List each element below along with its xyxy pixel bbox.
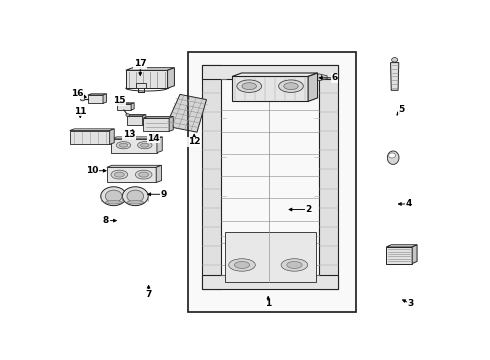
Bar — [189, 51, 356, 312]
Ellipse shape — [114, 172, 124, 177]
Polygon shape — [103, 94, 106, 103]
Polygon shape — [412, 245, 417, 264]
Text: 1: 1 — [265, 299, 271, 308]
Ellipse shape — [116, 141, 131, 149]
Ellipse shape — [234, 261, 249, 269]
Bar — [224, 232, 316, 282]
Polygon shape — [126, 68, 174, 70]
Circle shape — [80, 98, 85, 101]
Ellipse shape — [284, 83, 298, 90]
Circle shape — [268, 74, 276, 81]
Polygon shape — [117, 103, 134, 104]
Polygon shape — [391, 63, 399, 90]
Circle shape — [101, 187, 126, 206]
Polygon shape — [169, 117, 173, 131]
Polygon shape — [321, 75, 327, 80]
Polygon shape — [117, 104, 131, 110]
Text: 8: 8 — [103, 216, 109, 225]
Text: 3: 3 — [408, 299, 414, 308]
Text: 5: 5 — [398, 105, 404, 114]
Text: 2: 2 — [305, 205, 311, 214]
Polygon shape — [70, 131, 110, 144]
Ellipse shape — [120, 143, 128, 147]
Circle shape — [305, 75, 312, 80]
Polygon shape — [88, 94, 106, 95]
Ellipse shape — [242, 83, 256, 90]
Text: 12: 12 — [188, 137, 200, 146]
Text: 11: 11 — [74, 107, 87, 116]
Ellipse shape — [139, 172, 148, 177]
Text: 14: 14 — [147, 134, 160, 143]
Polygon shape — [168, 68, 174, 88]
Polygon shape — [126, 114, 146, 116]
Text: 10: 10 — [86, 166, 98, 175]
Circle shape — [314, 74, 323, 81]
Polygon shape — [202, 66, 220, 288]
Polygon shape — [143, 117, 173, 118]
Text: 16: 16 — [71, 89, 83, 98]
Polygon shape — [110, 129, 114, 144]
Polygon shape — [388, 151, 399, 165]
Polygon shape — [386, 247, 412, 264]
Ellipse shape — [279, 80, 303, 93]
Polygon shape — [126, 116, 143, 125]
Polygon shape — [126, 70, 168, 88]
Polygon shape — [107, 167, 156, 183]
Polygon shape — [157, 137, 162, 153]
Ellipse shape — [138, 141, 152, 149]
Ellipse shape — [237, 80, 262, 93]
Polygon shape — [111, 139, 157, 153]
Ellipse shape — [141, 143, 149, 147]
Circle shape — [122, 187, 148, 206]
Polygon shape — [156, 165, 162, 183]
Ellipse shape — [105, 201, 122, 204]
Text: 6: 6 — [332, 73, 338, 82]
Polygon shape — [202, 66, 339, 79]
Ellipse shape — [127, 201, 144, 204]
Polygon shape — [88, 95, 103, 103]
Circle shape — [392, 58, 398, 62]
Polygon shape — [143, 114, 146, 125]
Polygon shape — [131, 103, 134, 110]
Polygon shape — [136, 83, 147, 89]
Polygon shape — [166, 94, 206, 132]
Polygon shape — [386, 245, 417, 247]
Circle shape — [105, 190, 122, 202]
Ellipse shape — [287, 261, 302, 269]
Polygon shape — [308, 73, 318, 102]
Polygon shape — [70, 129, 114, 131]
Text: 17: 17 — [134, 59, 147, 68]
Ellipse shape — [281, 259, 308, 271]
Ellipse shape — [135, 170, 152, 179]
Polygon shape — [319, 66, 339, 288]
Circle shape — [127, 190, 144, 202]
Polygon shape — [143, 118, 169, 131]
Circle shape — [126, 114, 129, 116]
Polygon shape — [232, 76, 308, 102]
Polygon shape — [202, 275, 339, 288]
Ellipse shape — [229, 259, 255, 271]
Text: 7: 7 — [146, 289, 152, 298]
Circle shape — [264, 75, 269, 79]
Text: 13: 13 — [122, 130, 135, 139]
Circle shape — [280, 75, 287, 80]
Polygon shape — [107, 165, 162, 167]
Text: 9: 9 — [161, 190, 167, 199]
Polygon shape — [111, 137, 162, 139]
Text: 15: 15 — [113, 96, 125, 105]
Circle shape — [292, 74, 300, 81]
Bar — [189, 51, 356, 312]
Circle shape — [389, 153, 395, 158]
Text: 4: 4 — [406, 199, 412, 208]
Ellipse shape — [111, 170, 128, 179]
Polygon shape — [232, 73, 318, 76]
